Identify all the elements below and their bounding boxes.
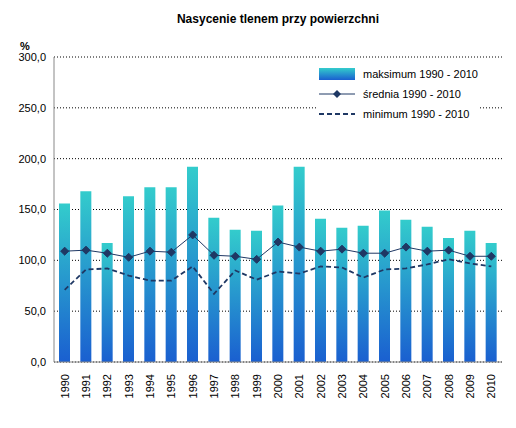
svg-text:2001: 2001 bbox=[293, 374, 305, 398]
svg-text:2009: 2009 bbox=[464, 374, 476, 398]
svg-text:1996: 1996 bbox=[187, 374, 199, 398]
svg-text:2002: 2002 bbox=[315, 374, 327, 398]
svg-text:150,0: 150,0 bbox=[18, 203, 46, 215]
svg-text:1992: 1992 bbox=[101, 374, 113, 398]
svg-text:0,0: 0,0 bbox=[31, 356, 46, 368]
svg-text:1994: 1994 bbox=[144, 374, 156, 398]
svg-text:1995: 1995 bbox=[165, 374, 177, 398]
svg-text:2007: 2007 bbox=[421, 374, 433, 398]
svg-text:2005: 2005 bbox=[379, 374, 391, 398]
svg-text:250,0: 250,0 bbox=[18, 102, 46, 114]
svg-text:1999: 1999 bbox=[251, 374, 263, 398]
svg-text:2000: 2000 bbox=[272, 374, 284, 398]
svg-text:200,0: 200,0 bbox=[18, 153, 46, 165]
svg-text:50,0: 50,0 bbox=[25, 305, 46, 317]
html-text:maksimum 1990 - 2010: maksimum 1990 - 2010 bbox=[363, 68, 478, 80]
svg-text:1997: 1997 bbox=[208, 374, 220, 398]
svg-text:2008: 2008 bbox=[443, 374, 455, 398]
svg-text:1990: 1990 bbox=[59, 374, 71, 398]
svg-text:1998: 1998 bbox=[229, 374, 241, 398]
svg-text:2004: 2004 bbox=[357, 374, 369, 398]
svg-text:2003: 2003 bbox=[336, 374, 348, 398]
svg-text:1991: 1991 bbox=[80, 374, 92, 398]
svg-text:2010: 2010 bbox=[485, 374, 497, 398]
html-text:Nasycenie tlenem przy powierzc: Nasycenie tlenem przy powierzchni bbox=[177, 12, 379, 26]
svg-text:1993: 1993 bbox=[123, 374, 135, 398]
html-text:średnia 1990 - 2010: średnia 1990 - 2010 bbox=[363, 88, 461, 100]
html-text:minimum 1990 - 2010: minimum 1990 - 2010 bbox=[363, 108, 470, 120]
svg-text:100,0: 100,0 bbox=[18, 254, 46, 266]
svg-text:300,0: 300,0 bbox=[18, 51, 46, 63]
svg-text:2006: 2006 bbox=[400, 374, 412, 398]
